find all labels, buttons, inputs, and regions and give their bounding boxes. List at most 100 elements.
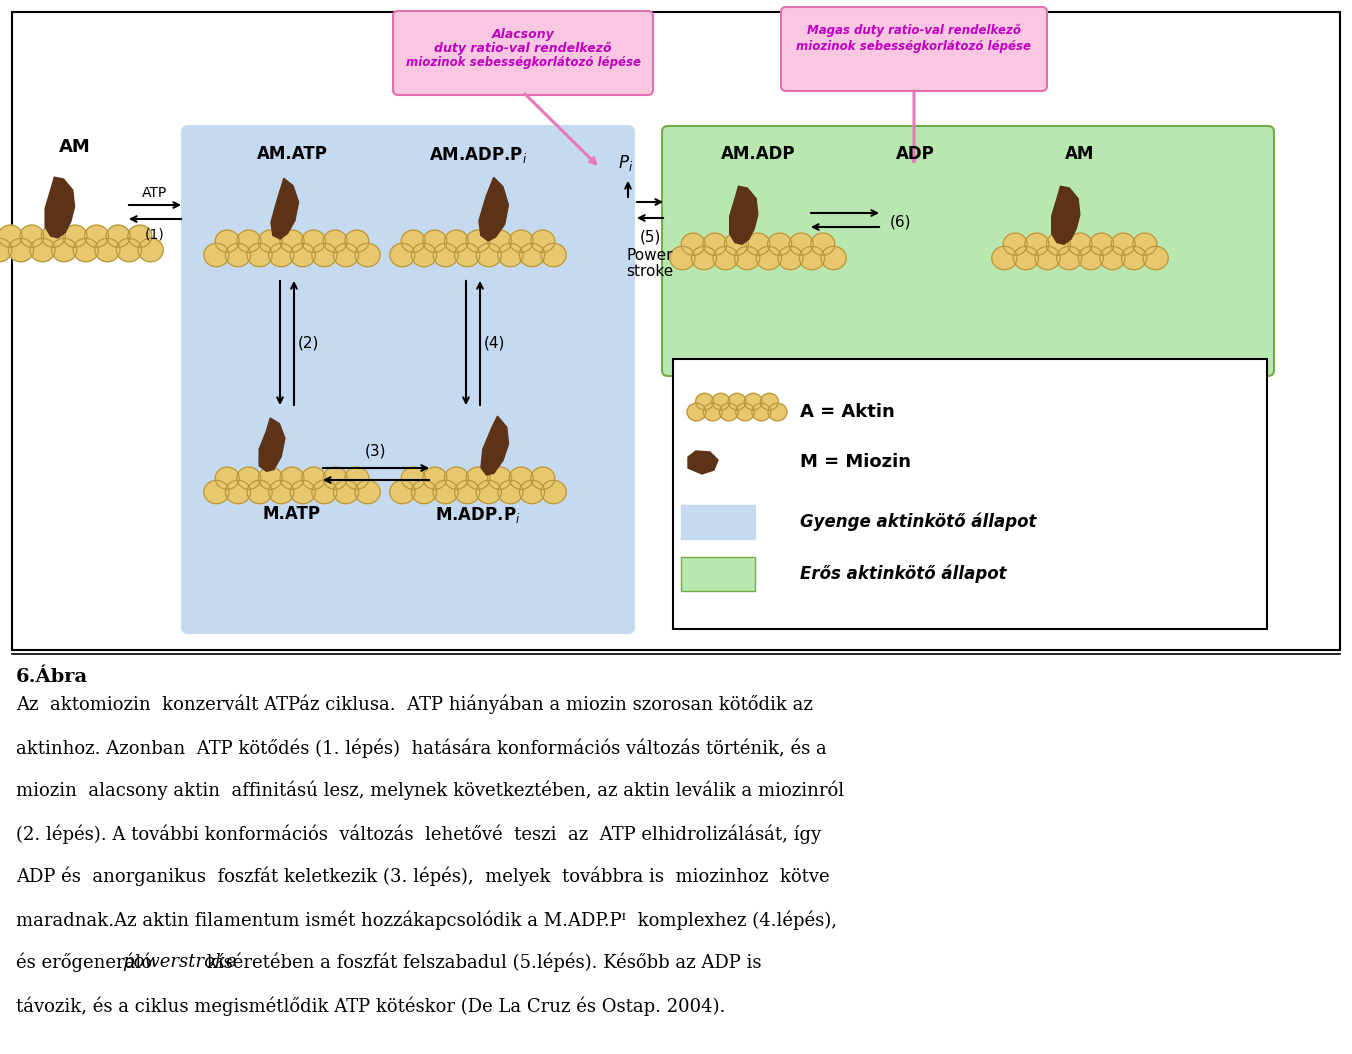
Ellipse shape [423,230,446,252]
Ellipse shape [411,481,437,504]
Ellipse shape [744,393,763,410]
Text: Erős aktinkötő állapot: Erős aktinkötő állapot [800,565,1007,583]
Ellipse shape [215,230,239,252]
Ellipse shape [777,247,803,270]
Ellipse shape [107,226,130,248]
Ellipse shape [445,230,468,252]
Ellipse shape [454,481,480,504]
Ellipse shape [138,238,164,261]
Ellipse shape [226,481,250,504]
Ellipse shape [64,226,87,248]
Text: ADP és  anorganikus  foszfát keletkezik (3. lépés),  melyek  továbbra is  miozin: ADP és anorganikus foszfát keletkezik (3… [16,867,830,886]
Text: M = Miozin: M = Miozin [800,453,911,471]
Text: ATP: ATP [142,186,168,200]
FancyBboxPatch shape [681,505,754,539]
Ellipse shape [0,226,22,248]
Text: (2. lépés). A további konformációs  változás  lehetővé  teszi  az  ATP elhidroli: (2. lépés). A további konformációs válto… [16,824,821,843]
Ellipse shape [237,467,261,489]
Ellipse shape [291,243,315,267]
Ellipse shape [510,467,533,489]
Text: Magas duty ratio-val rendelkező: Magas duty ratio-val rendelkező [807,24,1021,37]
Polygon shape [481,416,508,475]
Ellipse shape [799,247,825,270]
Ellipse shape [116,238,142,261]
Text: (1): (1) [145,227,165,241]
Ellipse shape [541,481,566,504]
Ellipse shape [334,243,358,267]
Ellipse shape [312,243,337,267]
Text: AM.ATP: AM.ATP [257,145,327,163]
Text: M.ADP.P$_i$: M.ADP.P$_i$ [435,505,521,525]
Text: stroke: stroke [626,264,673,279]
Text: (6): (6) [890,215,911,230]
Ellipse shape [734,247,760,270]
Ellipse shape [488,467,511,489]
Text: miozinok sebességkorlátozó lépése: miozinok sebességkorlátozó lépése [796,40,1032,53]
Ellipse shape [20,226,43,248]
Text: és erőgeneráló: és erőgeneráló [16,953,158,973]
Text: AM.ADP: AM.ADP [721,145,795,163]
Ellipse shape [345,467,369,489]
Ellipse shape [423,467,446,489]
Ellipse shape [811,233,834,255]
Ellipse shape [402,230,425,252]
Ellipse shape [433,481,458,504]
Ellipse shape [312,481,337,504]
Ellipse shape [323,230,347,252]
Ellipse shape [301,467,326,489]
Ellipse shape [488,230,511,252]
Ellipse shape [258,467,283,489]
Text: maradnak.Az aktin filamentum ismét hozzákapcsolódik a M.ADP.Pᴵ  komplexhez (4.lé: maradnak.Az aktin filamentum ismét hozzá… [16,910,837,930]
Ellipse shape [498,243,523,267]
Ellipse shape [42,226,65,248]
Ellipse shape [476,243,502,267]
Text: (5): (5) [639,230,661,245]
Ellipse shape [280,467,304,489]
Text: powerstroke: powerstroke [123,953,237,971]
Ellipse shape [1014,247,1038,270]
Ellipse shape [411,243,437,267]
Ellipse shape [301,230,326,252]
Ellipse shape [992,247,1017,270]
Polygon shape [270,178,299,239]
FancyBboxPatch shape [681,557,754,591]
Ellipse shape [1025,233,1049,255]
Ellipse shape [1078,247,1103,270]
Ellipse shape [356,243,380,267]
Ellipse shape [291,481,315,504]
Ellipse shape [73,238,99,261]
Ellipse shape [746,233,771,255]
Ellipse shape [476,481,502,504]
Ellipse shape [334,481,358,504]
Ellipse shape [531,467,554,489]
Ellipse shape [695,393,714,410]
Ellipse shape [454,243,480,267]
Ellipse shape [204,481,228,504]
Ellipse shape [0,238,12,261]
Text: miozin  alacsony aktin  affinitású lesz, melynek következtében, az aktin leválik: miozin alacsony aktin affinitású lesz, m… [16,781,844,800]
FancyBboxPatch shape [662,126,1274,376]
Ellipse shape [725,233,749,255]
Ellipse shape [247,481,272,504]
Ellipse shape [466,230,489,252]
Ellipse shape [510,230,533,252]
Ellipse shape [8,238,34,261]
Ellipse shape [768,404,787,421]
Text: AM: AM [1065,145,1095,163]
Text: miozinok sebességkorlátozó lépése: miozinok sebességkorlátozó lépése [406,56,641,69]
Polygon shape [260,418,285,471]
Ellipse shape [541,243,566,267]
Text: AM: AM [59,138,91,156]
Ellipse shape [433,243,458,267]
Ellipse shape [345,230,369,252]
Text: (3): (3) [365,443,387,458]
Ellipse shape [1142,247,1168,270]
Text: P$_i$: P$_i$ [618,153,634,173]
Text: duty ratio-val rendelkező: duty ratio-val rendelkező [434,42,612,55]
Text: 6.Ábra: 6.Ábra [16,668,88,686]
Text: ADP: ADP [895,145,934,163]
Ellipse shape [1068,233,1092,255]
Ellipse shape [30,238,55,261]
Ellipse shape [215,467,239,489]
Ellipse shape [760,393,779,410]
